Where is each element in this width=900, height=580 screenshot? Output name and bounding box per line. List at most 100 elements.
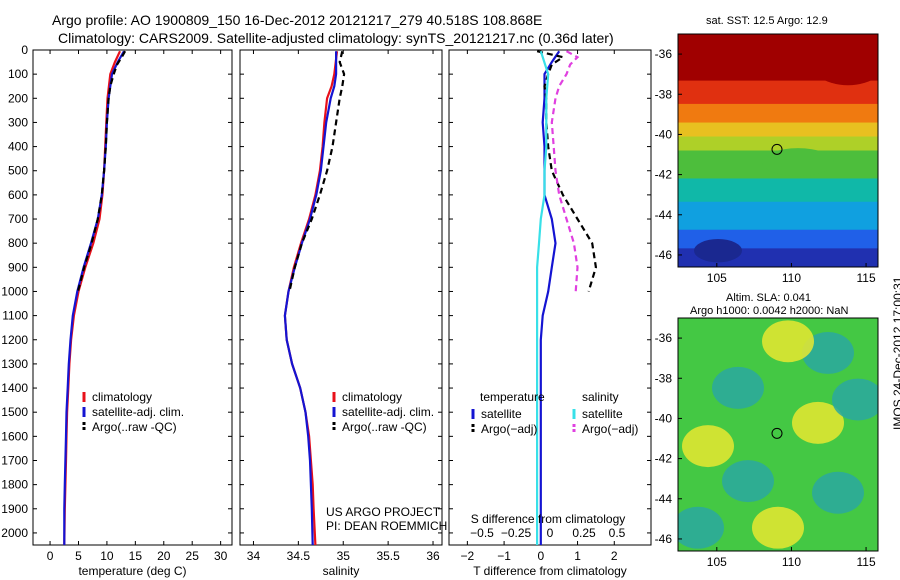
legend-label: Argo(..raw -QC) [92,420,177,434]
sla-map-field [678,318,878,551]
y-tick-label: 200 [8,91,28,105]
legend-label: Argo(−adj) [481,422,537,436]
x-tick-label: 10 [100,549,114,563]
map-y-tick-label: -42 [655,168,673,182]
sla-blob [678,506,724,549]
y-tick-label: 1400 [1,381,28,395]
x-tick-label: 2 [611,549,618,563]
plot-frame [32,49,233,546]
series-line [283,51,338,546]
sla-map-title-2: Argo h1000: 0.0042 h2000: NaN [690,305,849,317]
map-y-tick-label: -46 [655,248,673,262]
x-tick-label: −2 [461,549,475,563]
y-tick-label: 100 [8,67,28,81]
sla-blob [832,378,878,421]
y-tick-label: 1300 [1,357,28,371]
sst-map-title: sat. SST: 12.5 Argo: 12.9 [706,15,828,27]
series-line [288,50,346,292]
legend-title: temperature [480,390,545,404]
legend-label: climatology [342,390,402,404]
y-tick-label: 0 [21,43,28,57]
chart-subtitle: Climatology: CARS2009. Satellite-adjuste… [58,30,614,46]
y-tick-label: 700 [8,212,28,226]
sla-map-title-1: Altim. SLA: 0.041 [726,292,811,304]
float-position-icon [771,427,783,439]
map-y-tick-label: -44 [655,492,673,506]
sla-blob [802,331,854,374]
sla-map [677,317,879,552]
sla-blob [712,366,764,409]
sla-blob [792,401,844,444]
x-tick-label: 36 [426,549,440,563]
sst-band [678,122,878,138]
sst-map-field [678,34,878,267]
map-x-tick-label: 110 [782,271,801,285]
legend-title: salinity [582,390,619,404]
secondary-tick-label: −0.5 [470,526,494,540]
y-tick-label: 1000 [1,284,28,298]
map-y-tick-label: -46 [655,532,673,546]
credit-text: PI: DEAN ROEMMICH [326,519,447,533]
x-tick-label: 5 [75,549,82,563]
map-y-tick-label: -36 [655,47,673,61]
x-tick-label: 1 [574,549,581,563]
y-tick-label: 600 [8,188,28,202]
secondary-tick-label: 0.5 [609,526,626,540]
credit-text: US ARGO PROJECT [326,505,441,519]
x-axis-label: salinity [323,564,360,578]
sst-map [677,33,879,268]
sla-blob [812,471,864,514]
legend-label: satellite [582,407,623,421]
secondary-tick-label: 0.25 [572,526,596,540]
map-frame [677,317,879,552]
x-tick-label: 0 [537,549,544,563]
y-tick-label: 1700 [1,453,28,467]
y-tick-label: 300 [8,115,28,129]
map-x-tick-label: 115 [856,555,875,569]
y-tick-label: 1100 [2,309,28,323]
sla-blob [722,460,774,503]
series-line [539,50,561,545]
y-tick-label: 1600 [1,429,28,443]
map-y-tick-label: -40 [655,411,673,425]
y-tick-label: 1200 [1,333,28,347]
sla-blob [682,425,734,468]
map-y-tick-label: -36 [655,331,673,345]
series-line [76,50,127,292]
x-tick-label: 35 [337,549,351,563]
map-y-tick-label: -38 [655,371,673,385]
legend-label: satellite-adj. clim. [342,405,434,419]
y-tick-label: 800 [8,236,28,250]
y-tick-label: 1800 [1,478,28,492]
map-x-tick-label: 105 [707,271,727,285]
map-frame [677,33,879,268]
x-tick-label: 34 [247,549,261,563]
plot-frame [448,49,652,546]
map-y-tick-label: -42 [655,452,673,466]
y-tick-label: 400 [8,140,28,154]
y-tick-label: 500 [8,164,28,178]
sst-band [678,178,878,203]
x-tick-label: 34.5 [287,549,311,563]
series-line [550,50,580,292]
legend-label: Argo(..raw -QC) [342,420,427,434]
map-y-tick-label: -44 [655,208,673,222]
x-tick-label: 0 [47,549,54,563]
secondary-axis-label: S difference from climatology [471,512,626,526]
legend-label: satellite-adj. clim. [92,405,184,419]
secondary-tick-label: −0.25 [501,526,532,540]
x-tick-label: 25 [186,549,200,563]
legend-label: Argo(−adj) [582,422,638,436]
legend-label: climatology [92,390,152,404]
sst-blob [804,34,878,86]
float-position-icon [771,143,783,155]
sla-blob [762,320,814,363]
sla-blob [752,506,804,549]
sst-band [678,103,878,124]
y-tick-label: 1500 [1,405,28,419]
map-x-tick-label: 105 [707,555,727,569]
x-tick-label: −1 [497,549,511,563]
plot-frame [239,49,443,546]
x-tick-label: 15 [129,549,143,563]
